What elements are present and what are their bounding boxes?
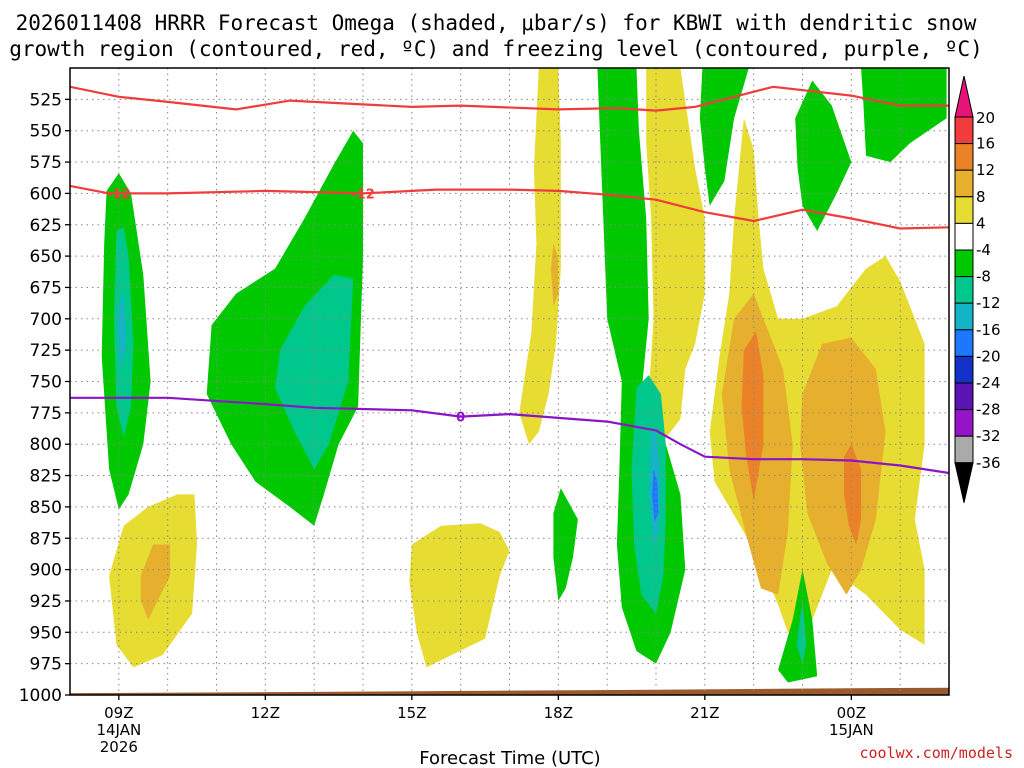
x-tick-year-09Z: 2026 [100,738,138,756]
x-tick-date-09Z: 14JAN [96,721,141,739]
y-tick-label-875: 875 [30,529,62,549]
y-tick-label-775: 775 [30,404,62,424]
x-tick-label-09Z: 09Z [104,704,133,722]
contour-label-dgz_bottom-1: -12 [351,187,375,202]
omega-region-9 [551,243,559,307]
colorbar-top-arrow [954,75,974,118]
colorbar-label-0: 20 [976,109,995,127]
ground-surface [70,687,949,695]
y-tick-label-975: 975 [30,655,62,675]
contour-dgz_top [70,85,949,112]
y-axis: 525 550 575 600 625 650 675 700 725 750 775 800 825 8… [19,90,70,706]
ground-layer [70,687,949,695]
omega-region-13 [631,375,666,614]
colorbar-band-10 [954,382,974,411]
omega-region-15 [652,469,659,522]
colorbar-bottom-arrow [954,462,974,503]
colorbar-label-8: -16 [976,321,1001,339]
omega-region-7 [409,523,510,668]
colorbar-band-11 [954,409,974,437]
y-tick-label-525: 525 [30,90,62,110]
colorbar-band-12 [954,435,974,464]
omega-region-25 [861,68,947,163]
x-tick-label-15Z: 15Z [397,704,426,722]
y-tick-label-1000: 1000 [19,686,62,706]
x-tick-label-12Z: 12Z [251,704,280,722]
colorbar-band-0 [954,116,974,145]
credit-text: coolwx.com/models [859,744,1013,762]
colorbar-band-6 [954,276,974,304]
omega-region-10 [553,488,578,601]
colorbar-label-13: -36 [976,454,1001,472]
y-tick-label-600: 600 [30,184,62,204]
colorbar-label-12: -32 [976,427,1001,445]
chart-title-line-1: 2026011408 HRRR Forecast Omega (shaded, … [16,11,977,35]
colorbar-label-1: 16 [976,135,995,153]
omega-region-8 [519,68,561,445]
colorbar-label-4: 4 [976,214,986,232]
colorbar-label-5: -4 [976,241,991,259]
y-tick-label-675: 675 [30,278,62,298]
y-tick-label-725: 725 [30,341,62,361]
colorbar-band-5 [954,249,974,278]
colorbar-label-10: -24 [976,374,1001,392]
y-tick-label-850: 850 [30,498,62,518]
grid-lines [70,68,949,695]
x-tick-label-21Z: 21Z [690,704,719,722]
colorbar-label-7: -12 [976,294,1001,312]
contour-dgz_bottom [70,184,949,230]
colorbar-label-2: 12 [976,161,995,179]
y-tick-label-700: 700 [30,310,62,330]
colorbar: 20 16 12 8 4 -4 -8 -12 -16 -20 -24 -28 -32 -36 [954,75,1001,503]
y-tick-label-625: 625 [30,216,62,236]
omega-region-4 [275,274,354,470]
colorbar-label-3: 8 [976,188,986,206]
contour-label-dgz_bottom-0: -12 [107,187,131,202]
omega-shaded-regions [101,68,947,683]
x-tick-date-00Z: 15JAN [829,721,874,739]
y-tick-label-925: 925 [30,592,62,612]
colorbar-label-9: -20 [976,347,1001,365]
y-tick-label-950: 950 [30,623,62,643]
y-tick-label-825: 825 [30,467,62,487]
colorbar-band-4 [954,222,974,251]
y-tick-label-800: 800 [30,435,62,455]
y-tick-label-550: 550 [30,122,62,142]
colorbar-band-3 [954,196,974,224]
colorbar-band-1 [954,143,974,171]
x-tick-label-00Z: 00Z [837,704,866,722]
omega-region-20 [800,337,886,595]
colorbar-band-2 [954,169,974,198]
y-tick-label-750: 750 [30,373,62,393]
omega-region-21 [844,444,862,545]
colorbar-label-11: -28 [976,401,1001,419]
colorbar-band-7 [954,302,974,331]
x-axis-title: Forecast Time (UTC) [419,748,600,768]
chart-title-line-2: growth region (contoured, red, ºC) and f… [9,37,983,61]
omega-region-23 [778,569,818,683]
omega-region-22 [795,80,852,231]
colorbar-band-8 [954,329,974,357]
contour-label-freezing_level-0: 0 [456,411,465,426]
contour-freezing_level [70,396,949,475]
colorbar-label-6: -8 [976,268,991,286]
colorbar-band-9 [954,355,974,384]
x-tick-label-18Z: 18Z [544,704,573,722]
y-tick-label-650: 650 [30,247,62,267]
contour-lines: -12 -12 0 [70,85,949,475]
y-tick-label-575: 575 [30,153,62,173]
y-tick-label-900: 900 [30,561,62,581]
